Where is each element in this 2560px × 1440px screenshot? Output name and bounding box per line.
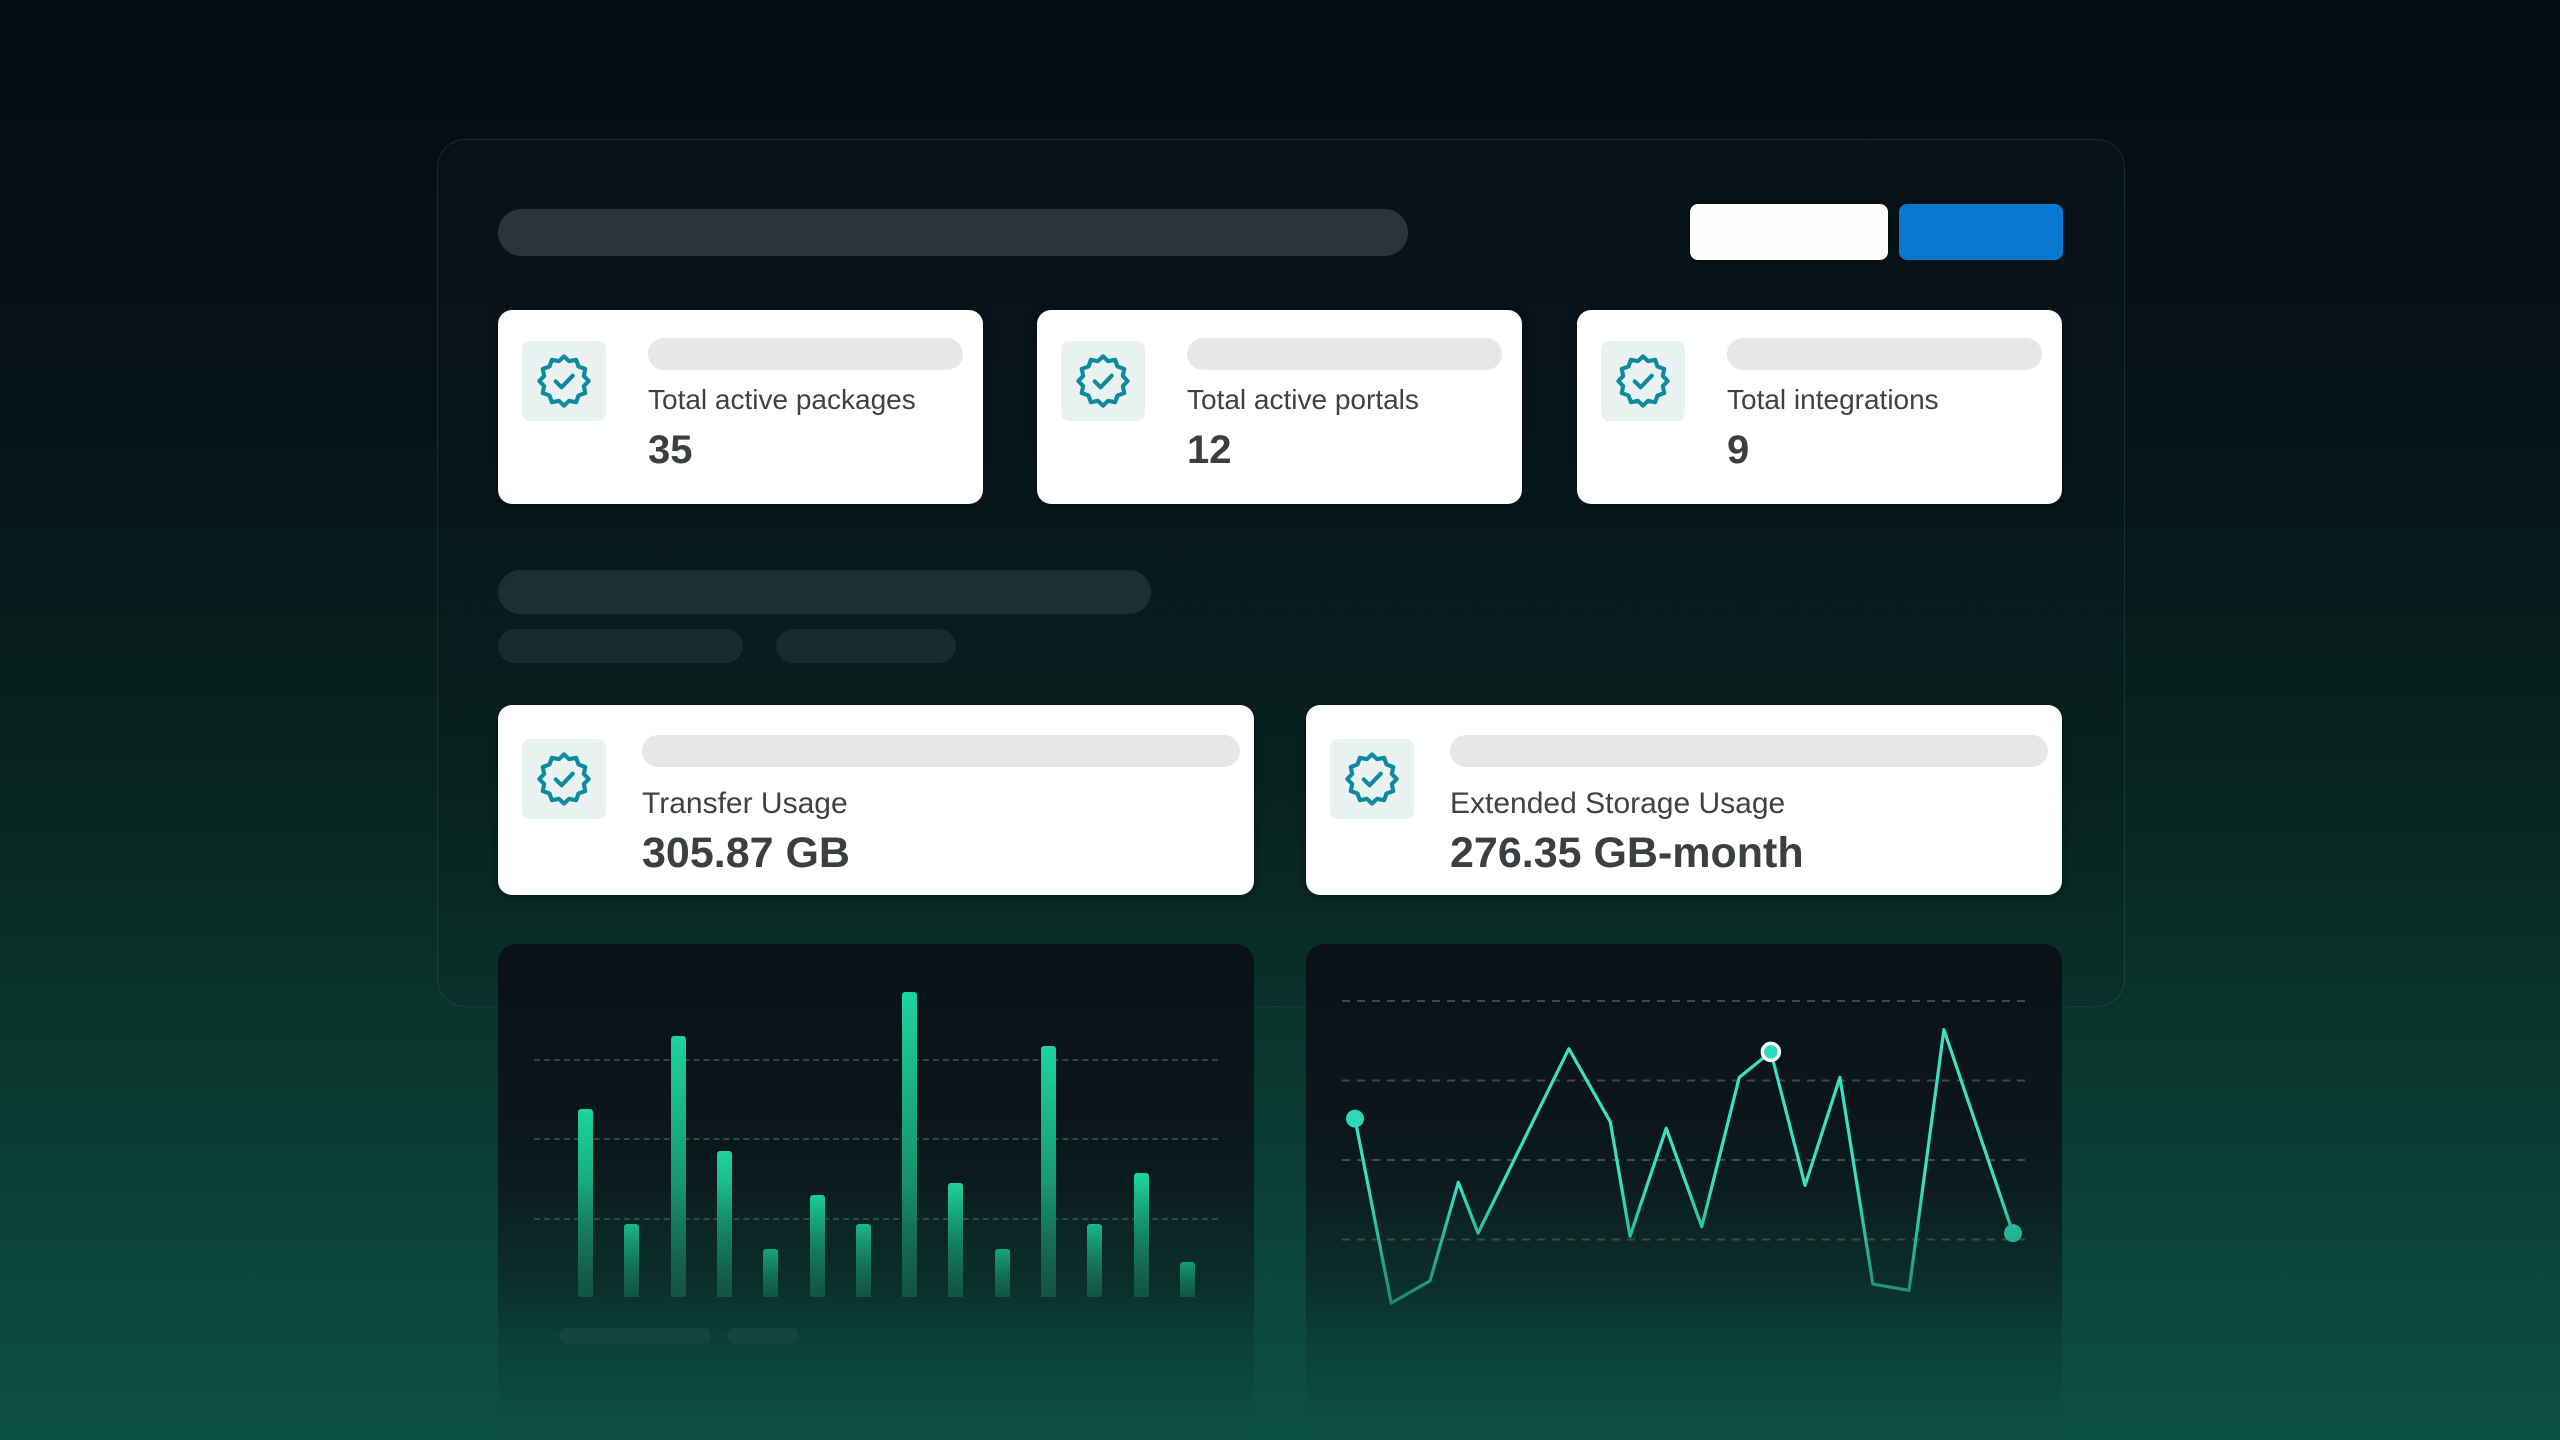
- verified-badge-icon: [537, 752, 591, 806]
- icon-tile: [1601, 341, 1685, 421]
- legend-placeholder: [727, 1328, 799, 1344]
- legend-placeholder: [559, 1328, 711, 1344]
- stat-card-total-integrations: Total integrations 9: [1577, 310, 2062, 504]
- stat-card-value: 12: [1187, 428, 1232, 472]
- bar: [994, 1249, 1010, 1297]
- data-point-marker: [1760, 1041, 1782, 1063]
- stat-card-label: Total active portals: [1187, 384, 1419, 415]
- stat-card-total-active-packages: Total active packages 35: [498, 310, 983, 504]
- data-point-marker: [1346, 1109, 1364, 1128]
- stat-card-value: 35: [648, 428, 693, 472]
- usage-card-extended-storage: Extended Storage Usage 276.35 GB-month: [1306, 705, 2062, 895]
- verified-badge-icon: [1345, 752, 1399, 806]
- bar: [855, 1223, 871, 1297]
- card-title-placeholder: [648, 338, 963, 370]
- bar: [1087, 1223, 1103, 1297]
- line-chart-plot: [1342, 1000, 2026, 1305]
- verified-badge-icon: [1076, 354, 1130, 408]
- section-subtitle-placeholder: [776, 629, 956, 663]
- usage-card-value: 305.87 GB: [642, 829, 850, 877]
- bar: [716, 1150, 732, 1297]
- stat-card-total-active-portals: Total active portals 12: [1037, 310, 1522, 504]
- chart-gridline: [534, 1058, 1218, 1061]
- chart-gridline: [534, 1217, 1218, 1220]
- bar-chart-plot: [498, 944, 1254, 1440]
- usage-card-transfer: Transfer Usage 305.87 GB: [498, 705, 1254, 895]
- panel-title-placeholder: [498, 209, 1408, 256]
- secondary-button[interactable]: [1690, 204, 1888, 260]
- card-title-placeholder: [1727, 338, 2042, 370]
- bar: [578, 1109, 593, 1297]
- icon-tile: [522, 341, 606, 421]
- card-title-placeholder: [1187, 338, 1502, 370]
- stat-card-label: Total active packages: [648, 384, 916, 415]
- bar: [624, 1223, 640, 1297]
- usage-card-label: Transfer Usage: [642, 787, 848, 820]
- stat-card-label: Total integrations: [1727, 384, 1939, 415]
- bar: [1133, 1172, 1149, 1297]
- usage-card-label: Extended Storage Usage: [1450, 787, 1786, 820]
- section-subtitle-placeholder: [498, 629, 743, 663]
- primary-button[interactable]: [1899, 204, 2063, 260]
- transfer-usage-bar-chart: [498, 944, 1254, 1440]
- chart-gridline: [534, 1138, 1218, 1140]
- storage-usage-line-chart: [1306, 944, 2062, 1440]
- verified-badge-icon: [537, 354, 591, 408]
- bar: [1041, 1045, 1056, 1297]
- icon-tile: [522, 739, 606, 819]
- verified-badge-icon: [1616, 354, 1670, 408]
- bar: [948, 1182, 964, 1297]
- section-title-placeholder: [498, 570, 1151, 614]
- data-point-marker: [2004, 1224, 2022, 1243]
- bar: [670, 1036, 686, 1297]
- line-series: [1353, 1028, 2015, 1305]
- icon-tile: [1330, 739, 1414, 819]
- bar: [902, 991, 918, 1297]
- bar: [809, 1195, 825, 1297]
- card-title-placeholder: [642, 735, 1240, 767]
- bar: [763, 1249, 779, 1297]
- bar: [1179, 1262, 1195, 1297]
- stat-card-value: 9: [1727, 428, 1750, 472]
- card-title-placeholder: [1450, 735, 2048, 767]
- icon-tile: [1061, 341, 1145, 421]
- usage-card-value: 276.35 GB-month: [1450, 829, 1804, 877]
